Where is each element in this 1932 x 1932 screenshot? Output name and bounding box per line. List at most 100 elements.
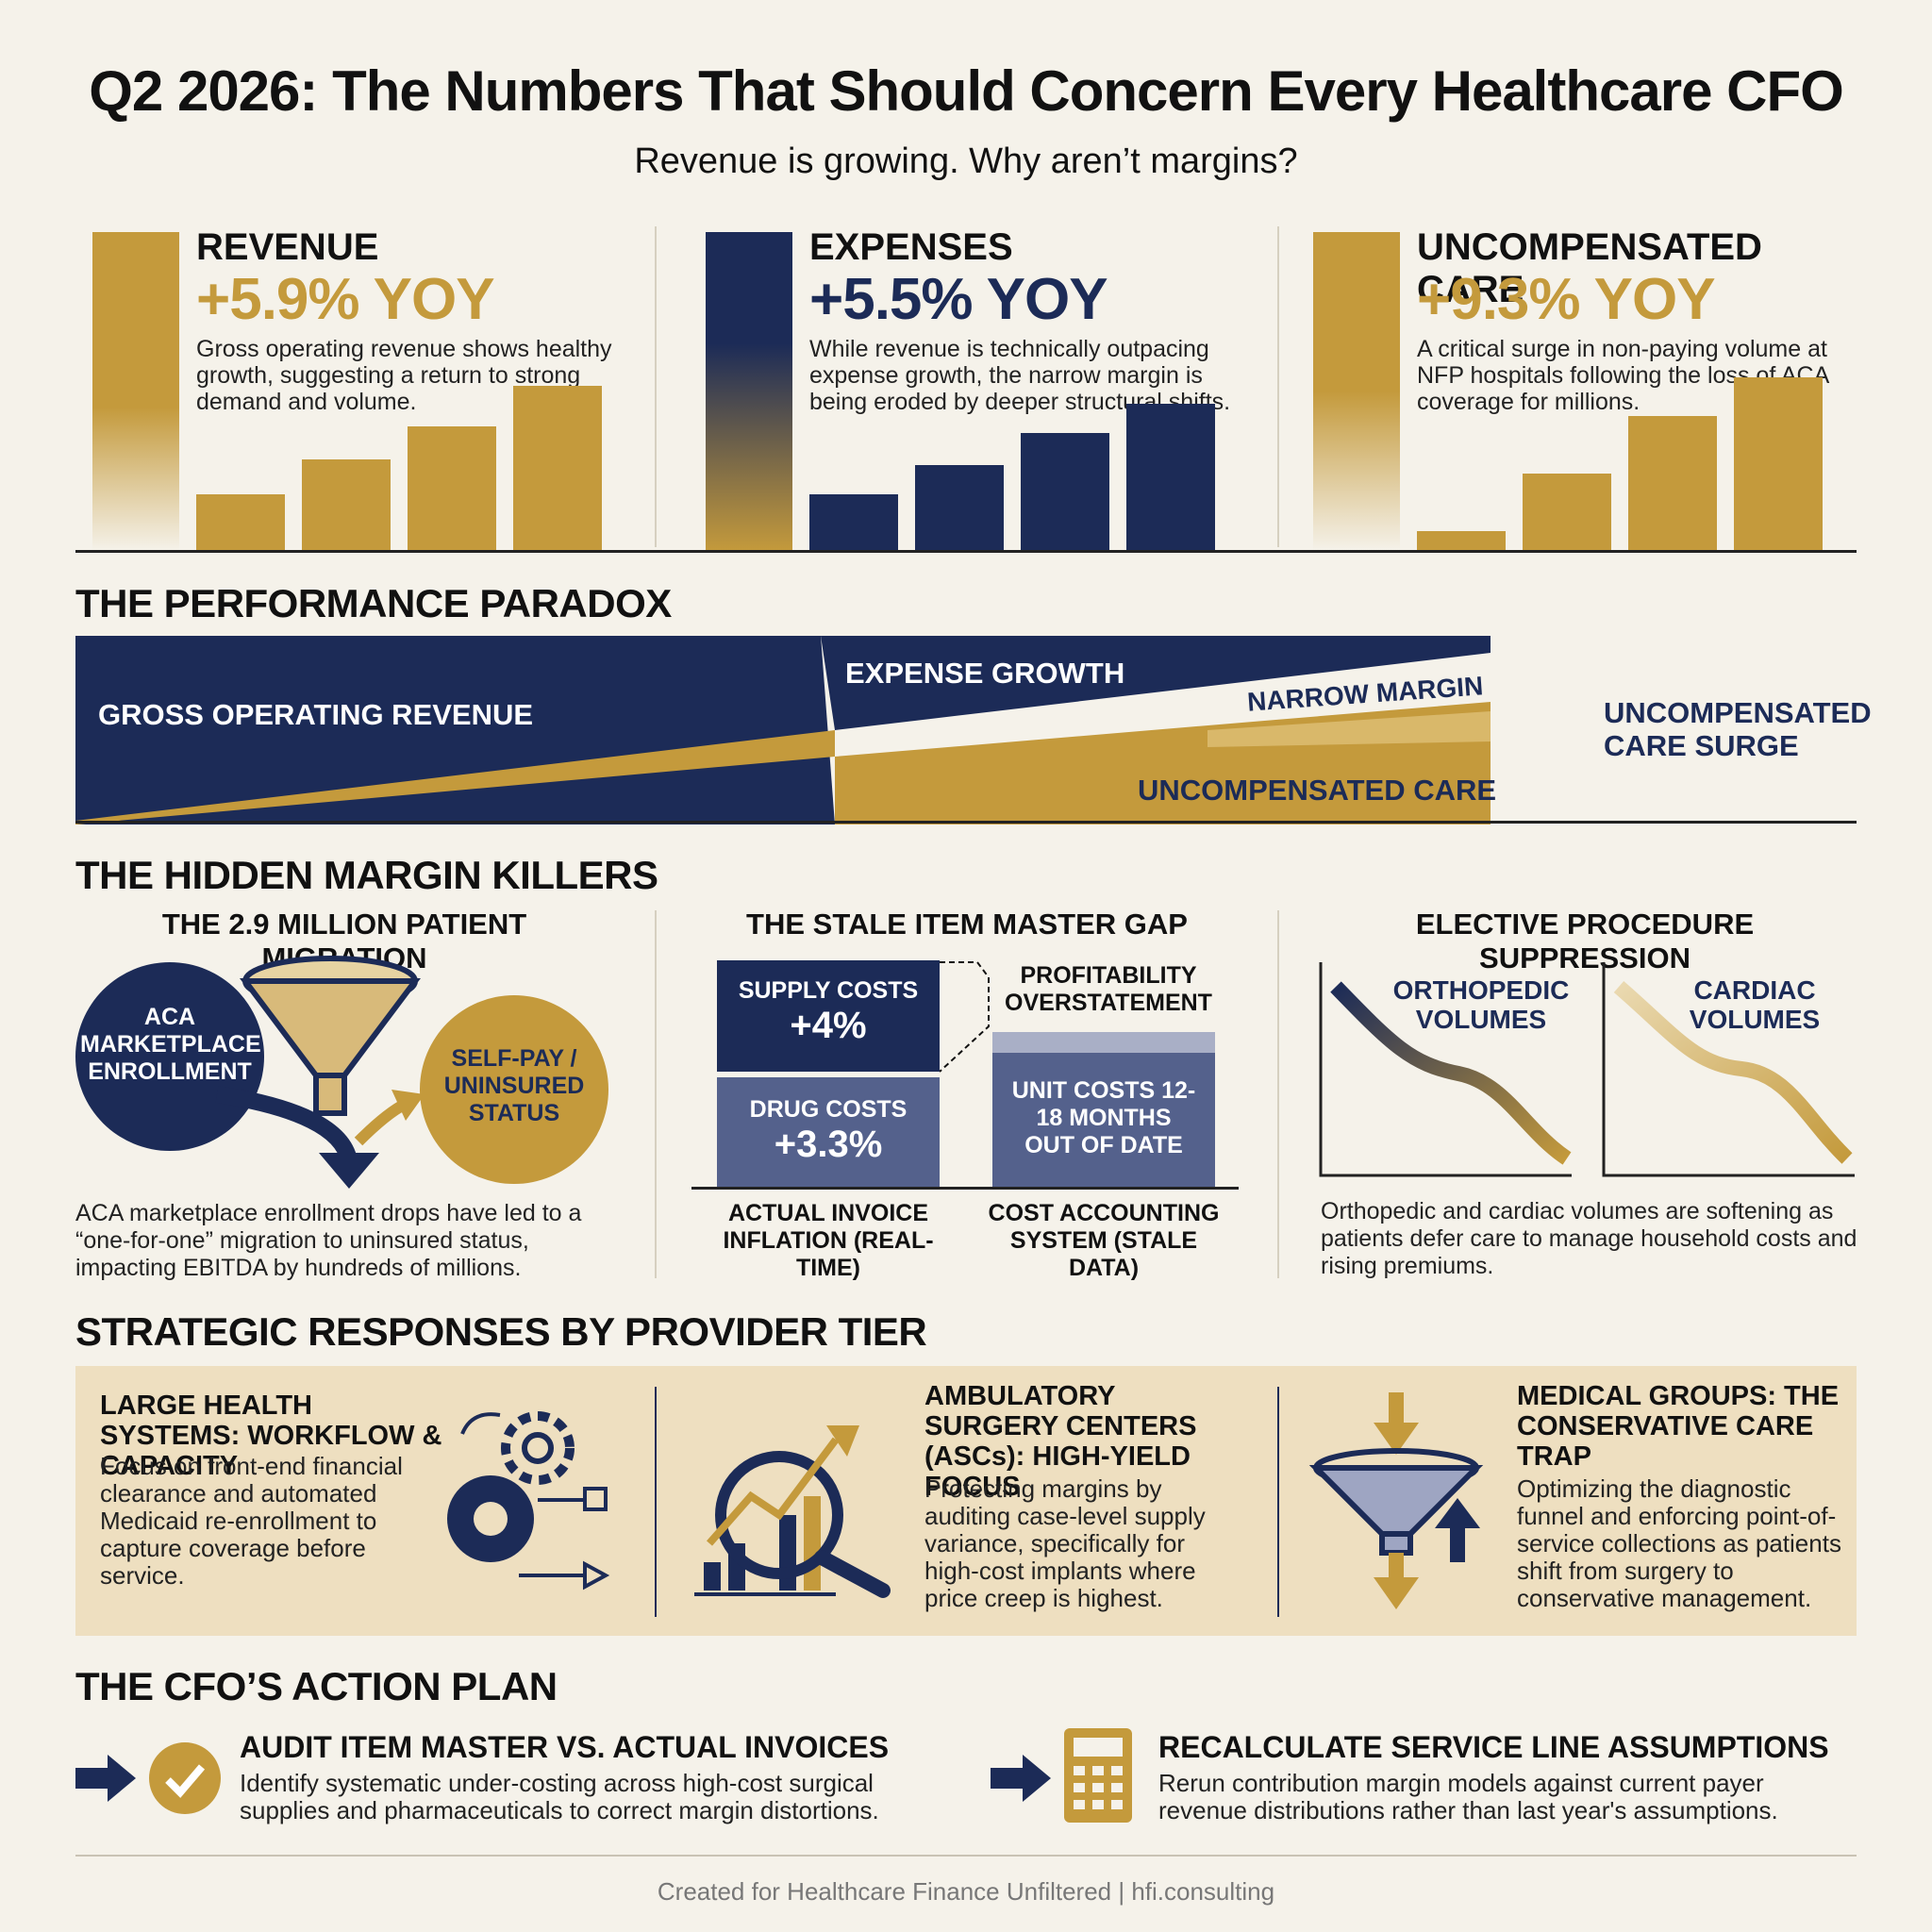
surge-label: UNCOMPENSATED CARE SURGE — [1604, 696, 1872, 762]
footer-credit: Created for Healthcare Finance Unfiltere… — [657, 1877, 1275, 1906]
calculator-icon — [1064, 1728, 1132, 1823]
action-plan-title: THE CFO’S ACTION PLAN — [75, 1664, 558, 1708]
stat-panel-revenue: REVENUE +5.9% YOY Gross operating revenu… — [75, 226, 641, 552]
ortho-label: ORTHOPEDIC VOLUMES — [1392, 975, 1570, 1034]
stat-label: UNCOMPENSATED CARE — [1417, 226, 1762, 310]
strategic-title: STRATEGIC RESPONSES BY PROVIDER TIER — [75, 1309, 927, 1354]
supply-label: SUPPLY COSTS — [738, 977, 919, 1004]
elective-description: Orthopedic and cardiac volumes are softe… — [1321, 1198, 1857, 1279]
strategic-panel — [75, 1366, 1857, 1636]
stat-label: EXPENSES — [809, 226, 1013, 268]
tall-accent-bar — [92, 232, 179, 551]
ortho-axes — [1319, 962, 1572, 1177]
divider — [1277, 910, 1279, 1278]
paradox-diagram — [75, 636, 1491, 824]
selfpay-label: SELF-PAY / UNINSURED STATUS — [443, 1045, 585, 1126]
tier-head: AMBULATORY SURGERY CENTERS (ASCs): HIGH-… — [924, 1381, 1197, 1502]
stat-description: Gross operating revenue shows healthy gr… — [196, 336, 612, 415]
tall-accent-bar — [706, 232, 792, 551]
uncompensated-care-label: UNCOMPENSATED CARE — [1138, 774, 1497, 807]
stat-mini-bars — [1417, 377, 1823, 552]
drug-value: +3.3% — [774, 1124, 883, 1165]
gap-bracket — [940, 961, 990, 1073]
footer-rule — [75, 1855, 1857, 1857]
cardiac-label: CARDIAC VOLUMES — [1689, 975, 1821, 1034]
supply-costs-box: SUPPLY COSTS +4% — [717, 960, 940, 1072]
cardiac-axes — [1602, 962, 1855, 1177]
stat-description: While revenue is technically outpacing e… — [809, 336, 1231, 415]
supply-value: +4% — [790, 1005, 867, 1046]
mini-bar — [1126, 403, 1215, 552]
divider — [655, 1387, 657, 1617]
action-head: RECALCULATE SERVICE LINE ASSUMPTIONS — [1158, 1730, 1829, 1764]
revenue-wedge — [75, 730, 835, 824]
mini-bar — [1021, 433, 1109, 552]
system-caption: COST ACCOUNTING SYSTEM (STALE DATA) — [988, 1200, 1220, 1281]
ortho-trend-line — [1330, 981, 1572, 1165]
unit-costs-label: UNIT COSTS 12-18 MONTHS OUT OF DATE — [1011, 1077, 1196, 1158]
mini-bar — [196, 493, 285, 552]
mini-bar — [1734, 377, 1823, 552]
elective-title: ELECTIVE PROCEDURE SUPPRESSION — [1415, 908, 1755, 974]
expense-block — [821, 636, 1491, 730]
margin-stripes — [1208, 711, 1491, 747]
gears-icon — [447, 1411, 610, 1591]
stat-value: +5.5% YOY — [809, 267, 1108, 332]
item-master-baseline — [691, 1187, 1239, 1190]
divider — [655, 226, 657, 547]
funnel-arrows-icon — [1308, 1392, 1484, 1609]
stat-value: +9.3% YOY — [1417, 267, 1716, 332]
funnel-icon — [240, 956, 421, 1116]
mini-bar — [1523, 473, 1611, 552]
action-text: Rerun contribution margin models against… — [1158, 1769, 1778, 1824]
mini-bar — [302, 458, 391, 552]
mini-bar — [1628, 415, 1717, 552]
action-text: Identify systematic under-costing across… — [240, 1769, 879, 1824]
elective-charts — [1319, 962, 1855, 1177]
gross-revenue-label: GROSS OPERATING REVENUE — [98, 698, 534, 731]
divider — [1277, 1387, 1279, 1617]
drug-label: DRUG COSTS — [749, 1096, 908, 1123]
drug-costs-box: DRUG COSTS +3.3% — [717, 1077, 940, 1187]
item-master-title: THE STALE ITEM MASTER GAP — [746, 908, 1188, 941]
overstatement-label: PROFITABILITY OVERSTATEMENT — [1005, 962, 1212, 1016]
killers-title: THE HIDDEN MARGIN KILLERS — [75, 853, 658, 897]
mini-bar — [809, 493, 898, 552]
stat-label: REVENUE — [196, 226, 379, 268]
arrow-right-icon — [75, 1755, 136, 1802]
stat-mini-bars — [196, 377, 602, 552]
divider — [1277, 226, 1279, 547]
mini-bar — [915, 464, 1004, 552]
aca-circle — [75, 962, 264, 1151]
migration-graphic — [75, 956, 608, 1189]
check-circle-icon — [149, 1742, 221, 1814]
paradox-title: THE PERFORMANCE PARADOX — [75, 581, 672, 625]
aca-label: ACA MARKETPLACE ENROLLMENT — [80, 1004, 261, 1085]
baseline-rule — [75, 550, 1857, 553]
expense-growth-label: EXPENSE GROWTH — [845, 657, 1125, 690]
arrow-right-icon — [991, 1755, 1051, 1802]
action-head: AUDIT ITEM MASTER VS. ACTUAL INVOICES — [240, 1730, 890, 1764]
stale-system-box: UNIT COSTS 12-18 MONTHS OUT OF DATE — [992, 1032, 1215, 1187]
stat-panel-uncompensated: UNCOMPENSATED CARE +9.3% YOY A critical … — [1296, 226, 1862, 552]
mini-bar — [1417, 530, 1506, 552]
tier-head: MEDICAL GROUPS: THE CONSERVATIVE CARE TR… — [1517, 1381, 1840, 1472]
revenue-block — [75, 636, 835, 824]
stat-value: +5.9% YOY — [196, 267, 495, 332]
tier-text: Optimizing the diagnostic funnel and enf… — [1517, 1474, 1841, 1612]
divider — [655, 910, 657, 1278]
cardiac-trend-line — [1613, 980, 1853, 1164]
page-title: Q2 2026: The Numbers That Should Concern… — [89, 59, 1844, 123]
migration-arrow — [215, 1086, 358, 1163]
selfpay-circle — [420, 995, 608, 1184]
tall-accent-bar — [1313, 232, 1400, 551]
migration-description: ACA marketplace enrollment drops have le… — [75, 1200, 582, 1281]
page-subtitle: Revenue is growing. Why aren’t margins? — [634, 142, 1298, 181]
magnifier-chart-icon — [694, 1425, 891, 1598]
stat-panel-expenses: EXPENSES +5.5% YOY While revenue is tech… — [689, 226, 1255, 552]
paradox-rule — [75, 821, 1857, 824]
mini-bar — [408, 425, 496, 552]
actual-caption: ACTUAL INVOICE INFLATION (REAL-TIME) — [723, 1200, 934, 1281]
tier-text: Protecting margins by auditing case-leve… — [924, 1474, 1206, 1612]
tier-head: LARGE HEALTH SYSTEMS: WORKFLOW & CAPACIT… — [100, 1391, 442, 1481]
